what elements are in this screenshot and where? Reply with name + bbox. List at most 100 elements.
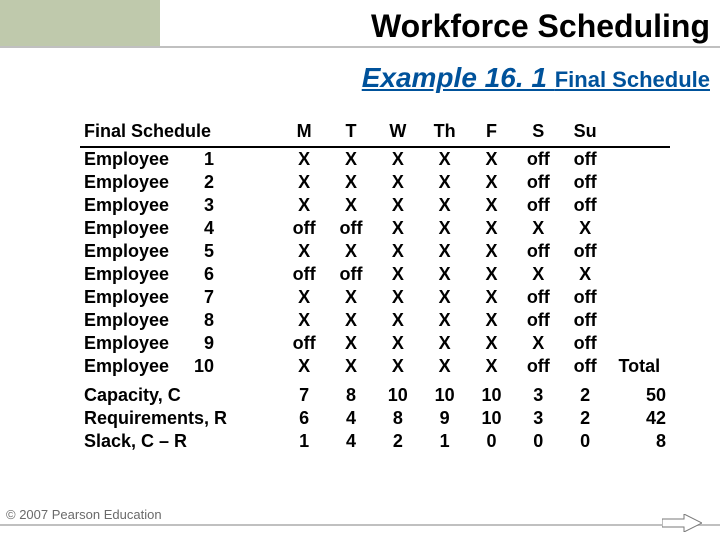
schedule-cell: X [468,217,515,240]
row-total-blank [609,286,670,309]
schedule-cell: X [374,217,421,240]
row-total-blank [609,332,670,355]
summary-cell: 10 [421,384,468,407]
schedule-cell: X [468,171,515,194]
day-header: S [515,120,562,147]
table-row: Employee10XXXXXoffoffTotal [80,355,670,378]
schedule-cell: off [328,217,375,240]
schedule-cell: X [374,147,421,171]
schedule-cell: X [374,194,421,217]
table-row: Employee5XXXXXoffoff [80,240,670,263]
schedule-cell: off [562,309,609,332]
day-header: W [374,120,421,147]
summary-cell: 10 [468,407,515,430]
schedule-cell: X [328,240,375,263]
summary-cell: 8 [374,407,421,430]
table-row: Employee4offoffXXXXX [80,217,670,240]
row-total-blank [609,309,670,332]
subtitle-main: Example 16. 1 [362,62,555,93]
summary-cell: 9 [421,407,468,430]
schedule-cell: off [562,194,609,217]
table-row: Employee8XXXXXoffoff [80,309,670,332]
schedule-cell: X [281,194,328,217]
accent-block [0,0,160,48]
header-label: Final Schedule [80,120,281,147]
summary-cell: 3 [515,384,562,407]
summary-label: Capacity, C [80,384,281,407]
summary-cell: 8 [328,384,375,407]
schedule-cell: X [328,194,375,217]
bottom-rule [0,524,720,526]
summary-cell: 0 [562,430,609,453]
schedule-cell: X [328,171,375,194]
employee-label: Employee9 [80,332,281,355]
employee-label: Employee10 [80,355,281,378]
summary-total: 50 [609,384,670,407]
summary-cell: 7 [281,384,328,407]
schedule-cell: X [421,355,468,378]
schedule-cell: off [281,263,328,286]
schedule-cell: X [374,332,421,355]
table-row: Employee7XXXXXoffoff [80,286,670,309]
employee-label: Employee6 [80,263,281,286]
schedule-cell: X [281,355,328,378]
summary-cell: 6 [281,407,328,430]
summary-label: Requirements, R [80,407,281,430]
table-row: Employee1XXXXXoffoff [80,147,670,171]
schedule-cell: X [281,171,328,194]
schedule-cell: X [421,240,468,263]
schedule-cell: X [421,309,468,332]
slide-title: Workforce Scheduling [180,8,710,45]
schedule-cell: X [421,194,468,217]
day-header: M [281,120,328,147]
schedule-cell: X [281,147,328,171]
summary-cell: 0 [515,430,562,453]
row-total-blank [609,171,670,194]
schedule-cell: X [468,147,515,171]
schedule-cell: X [468,286,515,309]
summary-cell: 4 [328,407,375,430]
next-arrow-icon[interactable] [662,514,702,532]
schedule-cell: off [515,171,562,194]
schedule-cell: X [328,332,375,355]
copyright: © 2007 Pearson Education [6,507,162,522]
table-row: Employee3XXXXXoffoff [80,194,670,217]
summary-cell: 1 [281,430,328,453]
employee-label: Employee7 [80,286,281,309]
table-row: Employee9offXXXXXoff [80,332,670,355]
day-header: Su [562,120,609,147]
summary-cell: 10 [468,384,515,407]
summary-label: Slack, C – R [80,430,281,453]
summary-cell: 1 [421,430,468,453]
schedule-cell: off [515,147,562,171]
schedule-cell: X [374,240,421,263]
schedule-cell: off [562,171,609,194]
summary-cell: 10 [374,384,421,407]
employee-label: Employee1 [80,147,281,171]
schedule-cell: X [281,286,328,309]
schedule-cell: off [328,263,375,286]
summary-row: Slack, C – R14210008 [80,430,670,453]
schedule-table: Final Schedule M T W Th F S Su Employee1… [80,120,670,453]
schedule-cell: X [421,332,468,355]
schedule-cell: X [374,171,421,194]
employee-label: Employee4 [80,217,281,240]
schedule-cell: X [468,309,515,332]
employee-label: Employee2 [80,171,281,194]
schedule-cell: off [562,332,609,355]
employee-label: Employee5 [80,240,281,263]
schedule-cell: X [515,217,562,240]
day-header: Th [421,120,468,147]
table-row: Employee2XXXXXoffoff [80,171,670,194]
schedule-cell: off [562,240,609,263]
day-header: T [328,120,375,147]
employee-label: Employee3 [80,194,281,217]
slide-subtitle: Example 16. 1 Final Schedule [180,62,710,94]
schedule-cell: X [468,263,515,286]
employee-label: Employee8 [80,309,281,332]
summary-cell: 2 [374,430,421,453]
schedule-cell: X [421,147,468,171]
schedule-cell: X [328,309,375,332]
schedule-cell: X [468,194,515,217]
row-total-blank [609,194,670,217]
